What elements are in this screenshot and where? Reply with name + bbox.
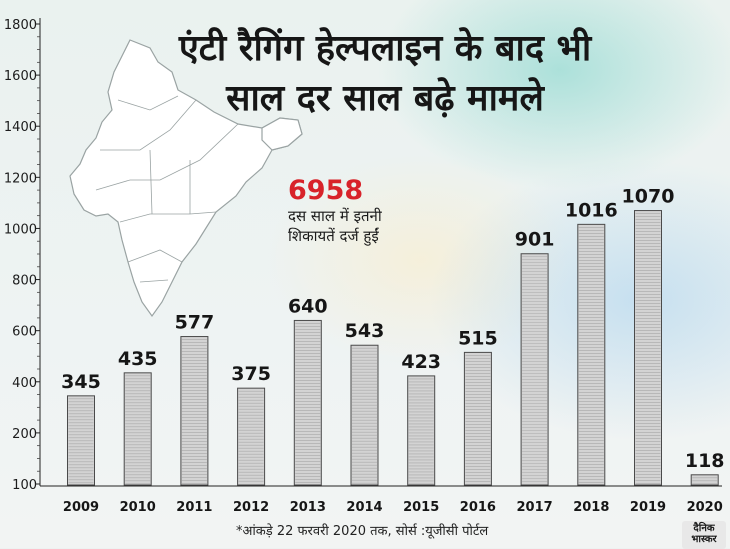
data-label-2018: 1016: [565, 199, 618, 221]
bar-texture-2018: [578, 227, 604, 483]
y-tick-label: 100: [12, 478, 37, 493]
bar-texture-2017: [522, 256, 548, 483]
bar-2012: [237, 387, 266, 486]
bar-texture-2011: [181, 339, 207, 484]
x-tick-label-2020: 2020: [687, 500, 723, 515]
y-tick-label: 1000: [4, 222, 37, 237]
brand-logo-line-2: भास्कर: [691, 534, 717, 545]
bar-texture-2013: [295, 323, 321, 483]
bar-texture-2009: [68, 398, 94, 484]
x-tick-label-2010: 2010: [120, 500, 156, 515]
total-complaints-value: 6958: [288, 175, 364, 206]
bar-2009: [67, 395, 95, 486]
bar-2014: [350, 344, 379, 486]
bar-texture-2015: [408, 378, 434, 485]
bar-texture-2016: [465, 355, 491, 482]
x-tick-label-2012: 2012: [233, 500, 269, 515]
bar-2013: [293, 319, 322, 486]
y-tick-label: 800: [12, 274, 37, 289]
y-tick-label: 1200: [4, 171, 37, 186]
data-label-2010: 435: [118, 348, 158, 370]
chart-title-line-2: साल दर साल बढ़े मामले: [226, 78, 544, 119]
data-label-2013: 640: [288, 295, 328, 317]
x-tick-label-2016: 2016: [460, 500, 496, 515]
y-tick-label: 600: [12, 325, 37, 340]
bar-2010: [123, 372, 152, 486]
data-label-2019: 1070: [622, 186, 675, 208]
y-tick-label: 1400: [4, 120, 37, 135]
data-label-2020: 118: [685, 450, 725, 472]
x-tick-label-2019: 2019: [630, 500, 666, 515]
bar-texture-2014: [352, 347, 377, 484]
y-tick-label: 400: [12, 376, 37, 391]
x-tick-label-2015: 2015: [403, 500, 439, 515]
y-tick-label: 200: [12, 427, 37, 442]
total-complaints-caption: दस साल में इतनी शिकायतें दर्ज हुईं: [288, 207, 382, 245]
bar-2017: [520, 253, 549, 486]
y-tick-label: 1800: [4, 18, 37, 33]
india-map-northeast: [261, 117, 303, 151]
bar-2020: [690, 474, 719, 486]
bar-texture-2010: [125, 375, 151, 485]
bar-2011: [180, 336, 209, 486]
x-tick-label-2009: 2009: [63, 500, 99, 515]
chart-title: एंटी रैगिंग हेल्पलाइन के बाद भी साल दर स…: [130, 24, 640, 124]
x-tick-label-2014: 2014: [346, 500, 382, 515]
bar-texture-2012: [238, 390, 264, 482]
chart-title-line-1: एंटी रैगिंग हेल्पलाइन के बाद भी: [178, 28, 592, 69]
data-label-2014: 543: [345, 320, 385, 342]
x-tick-label-2011: 2011: [176, 500, 212, 515]
india-map-state-lines: [95, 95, 239, 283]
source-footnote: *आंकड़े 22 फरवरी 2020 तक, सोर्स :यूजीसी …: [236, 524, 489, 539]
bar-2016: [463, 351, 492, 486]
data-label-2012: 375: [231, 363, 271, 385]
total-complaints-callout: 6958 दस साल में इतनी शिकायतें दर्ज हुईं: [288, 176, 448, 246]
data-label-2009: 345: [61, 371, 101, 393]
data-label-2016: 515: [458, 327, 498, 349]
india-map: [69, 39, 303, 318]
x-tick-label-2018: 2018: [573, 500, 609, 515]
x-tick-label-2017: 2017: [517, 500, 553, 515]
data-label-2011: 577: [175, 312, 215, 334]
y-tick-label: 1600: [4, 69, 37, 84]
bar-texture-2020: [692, 477, 718, 485]
data-label-2015: 423: [401, 351, 441, 373]
bar-2018: [577, 223, 606, 486]
bar-2019: [634, 210, 662, 486]
data-label-2017: 901: [515, 229, 555, 251]
brand-logo: दैनिक भास्कर: [682, 521, 726, 549]
x-tick-label-2013: 2013: [290, 500, 326, 515]
bar-texture-2019: [635, 213, 661, 484]
brand-logo-line-1: दैनिक: [693, 523, 715, 534]
